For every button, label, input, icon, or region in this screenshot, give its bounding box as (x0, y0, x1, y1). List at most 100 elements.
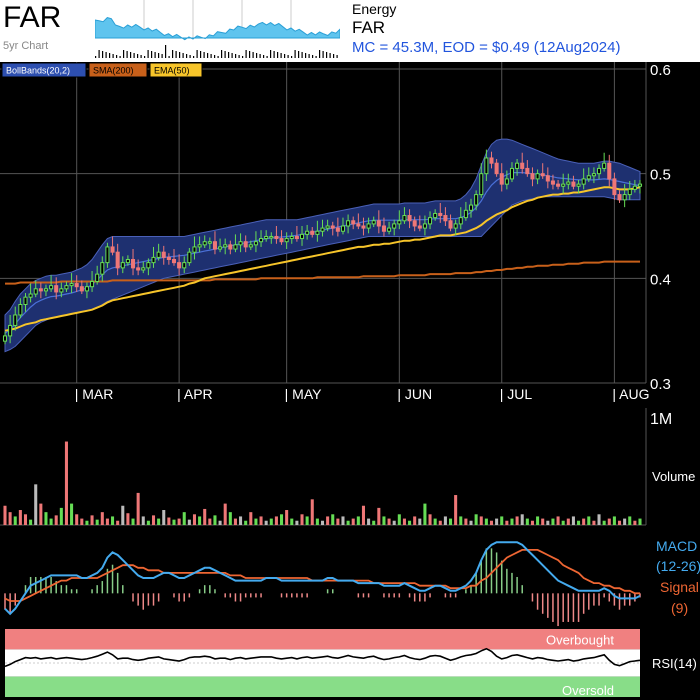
company-name: FAR (352, 18, 386, 37)
candle-body (484, 157, 489, 175)
volume-bar (336, 518, 340, 525)
candle-body (315, 230, 320, 235)
volume-bar (208, 518, 212, 525)
spark-volume-bar (319, 50, 321, 58)
volume-bar (269, 518, 273, 525)
candle-body (105, 246, 110, 264)
volume-bar (23, 514, 28, 525)
spark-volume-bar (259, 54, 261, 58)
spark-volume-bar (189, 55, 191, 58)
rsi-label: RSI(14) (652, 656, 697, 671)
spark-volume-bar (273, 51, 275, 58)
spark-volume-bar (249, 51, 251, 58)
candle-body (346, 220, 351, 227)
spark-volume-bar (161, 54, 163, 58)
volume-bar (315, 518, 319, 525)
candle-body (515, 162, 520, 169)
volume-bar (423, 503, 427, 525)
spark-volume-bar (228, 52, 230, 58)
candle-body (23, 296, 28, 306)
volume-bar (454, 495, 458, 525)
spark-volume-bar (305, 53, 307, 58)
indicator-legend: BollBands(20,2) SMA(200) EMA(50) (1, 62, 203, 78)
spark-volume-bar (315, 56, 317, 58)
candle-body (253, 241, 258, 246)
candle-body (356, 223, 361, 227)
candle-body (264, 235, 269, 240)
volume-bar (80, 518, 84, 525)
volume-bar (592, 520, 596, 525)
candle-body (392, 223, 397, 229)
candle-body (212, 241, 217, 250)
macd-period-label: (12-26) (656, 558, 700, 574)
candle-body (151, 256, 156, 264)
volume-bar (305, 516, 309, 525)
volume-bar (556, 516, 560, 525)
spark-volume-bar (287, 55, 289, 58)
candle-body (95, 273, 100, 282)
candle-body (366, 223, 371, 229)
volume-bar (551, 518, 555, 525)
candle-body (556, 183, 561, 187)
candle-body (550, 180, 555, 185)
spark-volume-bar (98, 50, 100, 58)
candle-body (504, 178, 509, 185)
chart-background (0, 62, 700, 700)
candle-body (171, 258, 177, 264)
spark-volume-bar (168, 56, 170, 58)
candle-body (535, 173, 540, 180)
volume-bar (505, 520, 509, 525)
volume-bar (239, 516, 243, 525)
legend-chip (149, 62, 203, 78)
market-summary: MC = 45.3M, EOD = $0.49 (12Aug2024) (352, 39, 621, 56)
spark-volume-bar (147, 50, 149, 58)
spark-volume-bar (123, 50, 125, 58)
macd-panel: MACD (12-26) Signal (9) (4, 538, 700, 627)
candle-body (591, 173, 596, 177)
month-label: | APR (177, 386, 213, 402)
volume-bar (95, 519, 99, 525)
spark-volume-bar (308, 54, 310, 58)
volume-bar (602, 520, 606, 525)
volume-bar (64, 441, 68, 525)
legend-label: EMA(50) (154, 66, 190, 76)
spark-chart-label[interactable]: 5yr Chart (3, 40, 49, 52)
five-year-spark-chart[interactable] (95, 0, 340, 58)
spark-volume-bar (179, 52, 181, 58)
volume-bar (346, 520, 350, 525)
candle-body (428, 217, 433, 225)
candle-body (468, 204, 474, 211)
spark-volume-bar (217, 56, 219, 58)
volume-bar (259, 516, 263, 525)
candle-body (38, 288, 43, 292)
spark-volume-bar (312, 55, 314, 58)
price-axis-label: 0.3 (650, 376, 671, 393)
candle-body (28, 293, 33, 298)
volume-bar (18, 510, 22, 525)
candle-body (59, 288, 64, 293)
candle-body (463, 209, 468, 219)
candle-body (387, 227, 392, 232)
candle-body (320, 227, 325, 232)
candle-body (509, 167, 514, 180)
volume-panel: 1M Volume (0, 408, 695, 526)
candle-body (131, 258, 136, 269)
volume-bar (151, 515, 156, 525)
candle-body (274, 235, 279, 240)
volume-bar (290, 518, 294, 525)
candle-body (632, 185, 637, 190)
candle-body (18, 304, 23, 316)
spark-volume-bar (263, 55, 265, 58)
candle-body (156, 251, 161, 258)
volume-bar (167, 517, 171, 525)
volume-bar (44, 512, 48, 525)
volume-bar (361, 505, 365, 525)
candle-body (218, 246, 223, 250)
candle-body (100, 262, 105, 275)
candle-body (576, 183, 581, 187)
spark-volume-bar (294, 50, 296, 58)
price-axis-label: 0.4 (650, 271, 671, 288)
candle-body (571, 181, 576, 187)
candle-body (161, 251, 166, 258)
candle-body (325, 225, 330, 229)
